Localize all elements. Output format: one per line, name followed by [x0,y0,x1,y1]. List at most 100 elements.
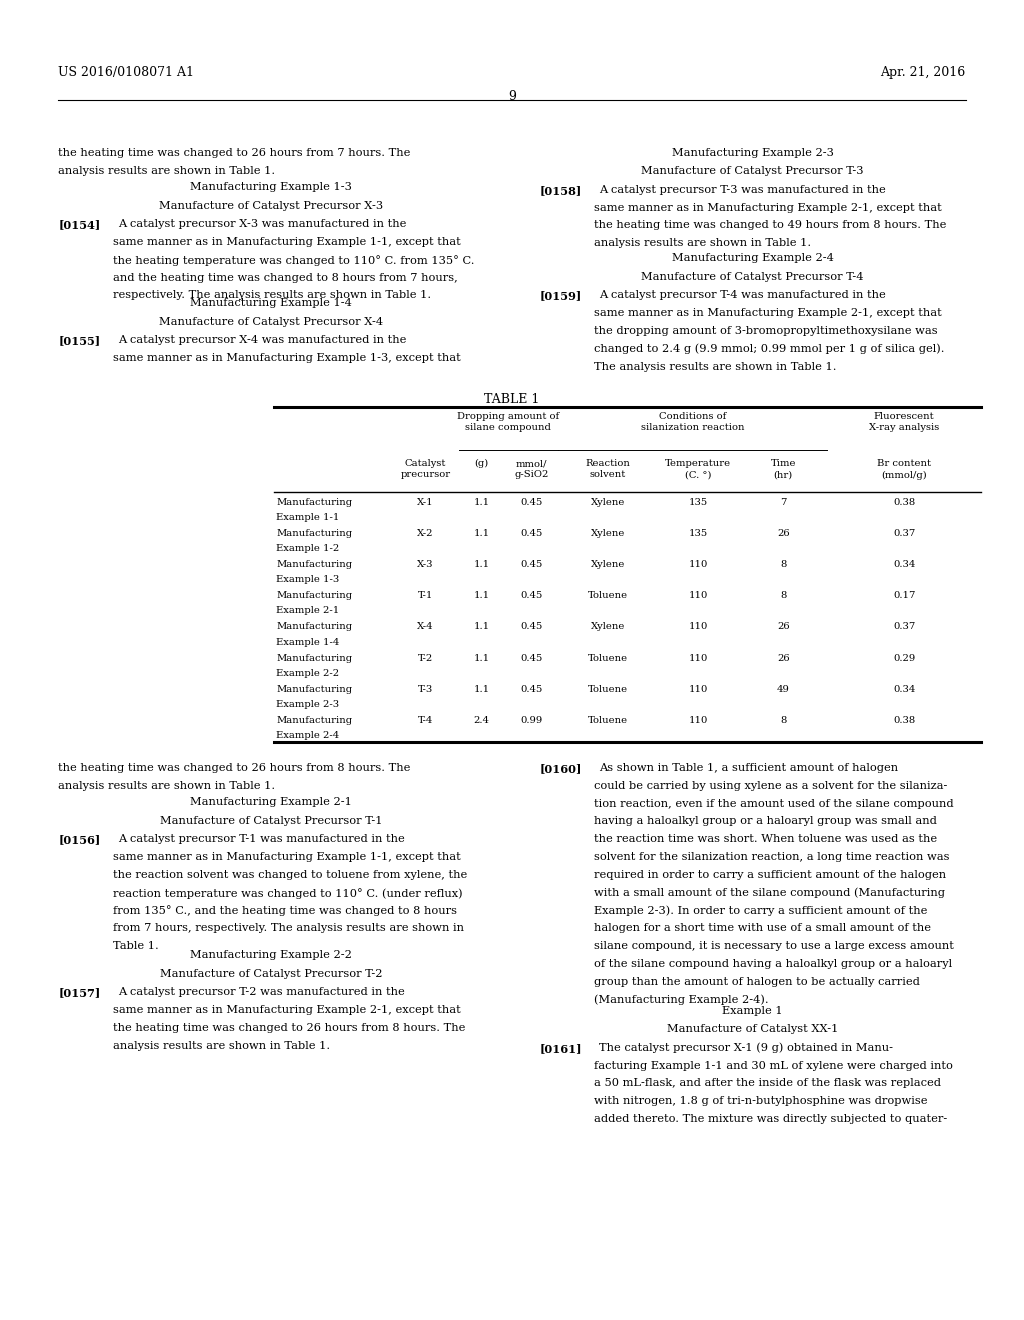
Text: (Manufacturing Example 2-4).: (Manufacturing Example 2-4). [594,995,769,1006]
Text: 135: 135 [689,498,708,507]
Text: 110: 110 [689,653,708,663]
Text: same manner as in Manufacturing Example 2-1, except that: same manner as in Manufacturing Example … [113,1006,461,1015]
Text: solvent for the silanization reaction, a long time reaction was: solvent for the silanization reaction, a… [594,853,949,862]
Text: 7: 7 [780,498,786,507]
Text: Manufacturing: Manufacturing [276,591,352,601]
Text: Br content
(mmol/g): Br content (mmol/g) [878,459,931,479]
Text: 110: 110 [689,560,708,569]
Text: same manner as in Manufacturing Example 1-3, except that: same manner as in Manufacturing Example … [113,352,461,363]
Text: 0.38: 0.38 [893,498,915,507]
Text: Example 2-2: Example 2-2 [276,669,340,677]
Text: Manufacture of Catalyst XX-1: Manufacture of Catalyst XX-1 [667,1024,839,1035]
Text: T-4: T-4 [418,715,433,725]
Text: T-3: T-3 [418,685,433,694]
Text: analysis results are shown in Table 1.: analysis results are shown in Table 1. [58,165,275,176]
Text: The analysis results are shown in Table 1.: The analysis results are shown in Table … [594,362,837,372]
Text: same manner as in Manufacturing Example 2-1, except that: same manner as in Manufacturing Example … [594,308,942,318]
Text: 2.4: 2.4 [474,715,489,725]
Text: 0.45: 0.45 [520,623,543,631]
Text: Table 1.: Table 1. [113,941,159,952]
Text: analysis results are shown in Table 1.: analysis results are shown in Table 1. [594,238,811,248]
Text: X-2: X-2 [417,529,434,537]
Text: same manner as in Manufacturing Example 1-1, except that: same manner as in Manufacturing Example … [113,238,461,247]
Text: 110: 110 [689,591,708,601]
Text: 110: 110 [689,715,708,725]
Text: halogen for a short time with use of a small amount of the: halogen for a short time with use of a s… [594,924,931,933]
Text: the heating time was changed to 49 hours from 8 hours. The: the heating time was changed to 49 hours… [594,220,946,231]
Text: Manufacturing: Manufacturing [276,653,352,663]
Text: [0158]: [0158] [540,185,582,195]
Text: 0.45: 0.45 [520,685,543,694]
Text: 1.1: 1.1 [474,653,489,663]
Text: Toluene: Toluene [588,715,628,725]
Text: 0.37: 0.37 [893,623,915,631]
Text: Manufacture of Catalyst Precursor T-1: Manufacture of Catalyst Precursor T-1 [160,816,383,826]
Text: from 135° C., and the heating time was changed to 8 hours: from 135° C., and the heating time was c… [113,906,457,916]
Text: Time
(hr): Time (hr) [771,459,796,479]
Text: Manufacturing Example 1-4: Manufacturing Example 1-4 [190,298,352,309]
Text: As shown in Table 1, a sufficient amount of halogen: As shown in Table 1, a sufficient amount… [599,763,898,774]
Text: 1.1: 1.1 [474,591,489,601]
Text: [0160]: [0160] [540,763,582,774]
Text: 8: 8 [780,591,786,601]
Text: 0.38: 0.38 [893,715,915,725]
Text: of the silane compound having a haloalkyl group or a haloaryl: of the silane compound having a haloalky… [594,958,952,969]
Text: (g): (g) [475,459,488,469]
Text: group than the amount of halogen to be actually carried: group than the amount of halogen to be a… [594,977,920,987]
Text: A catalyst precursor X-3 was manufactured in the: A catalyst precursor X-3 was manufacture… [118,219,407,230]
Text: Example 1-3: Example 1-3 [276,576,340,585]
Text: 0.45: 0.45 [520,591,543,601]
Text: Example 2-3: Example 2-3 [276,700,340,709]
Text: 1.1: 1.1 [474,685,489,694]
Text: the heating time was changed to 26 hours from 7 hours. The: the heating time was changed to 26 hours… [58,148,411,158]
Text: Manufacture of Catalyst Precursor T-2: Manufacture of Catalyst Precursor T-2 [160,969,383,979]
Text: Manufacturing Example 2-4: Manufacturing Example 2-4 [672,253,834,264]
Text: 1.1: 1.1 [474,560,489,569]
Text: X-4: X-4 [417,623,434,631]
Text: Manufacture of Catalyst Precursor X-4: Manufacture of Catalyst Precursor X-4 [160,317,383,327]
Text: Xylene: Xylene [591,529,625,537]
Text: Manufacture of Catalyst Precursor T-4: Manufacture of Catalyst Precursor T-4 [641,272,864,282]
Text: Manufacturing: Manufacturing [276,498,352,507]
Text: 26: 26 [777,653,790,663]
Text: with nitrogen, 1.8 g of tri-n-butylphosphine was dropwise: with nitrogen, 1.8 g of tri-n-butylphosp… [594,1096,928,1106]
Text: the heating time was changed to 26 hours from 8 hours. The: the heating time was changed to 26 hours… [58,763,411,774]
Text: the heating time was changed to 26 hours from 8 hours. The: the heating time was changed to 26 hours… [113,1023,465,1034]
Text: 26: 26 [777,529,790,537]
Text: Fluorescent
X-ray analysis: Fluorescent X-ray analysis [869,412,939,432]
Text: 0.45: 0.45 [520,498,543,507]
Text: Catalyst
precursor: Catalyst precursor [400,459,451,479]
Text: from 7 hours, respectively. The analysis results are shown in: from 7 hours, respectively. The analysis… [113,924,464,933]
Text: silane compound, it is necessary to use a large excess amount: silane compound, it is necessary to use … [594,941,953,952]
Text: 110: 110 [689,685,708,694]
Text: Manufacturing Example 2-1: Manufacturing Example 2-1 [190,797,352,808]
Text: Manufacturing Example 1-3: Manufacturing Example 1-3 [190,182,352,193]
Text: Xylene: Xylene [591,498,625,507]
Text: Example 1-4: Example 1-4 [276,638,340,647]
Text: Reaction
solvent: Reaction solvent [586,459,630,479]
Text: Manufacturing: Manufacturing [276,623,352,631]
Text: a 50 mL-flask, and after the inside of the flask was replaced: a 50 mL-flask, and after the inside of t… [594,1078,941,1089]
Text: the heating temperature was changed to 110° C. from 135° C.: the heating temperature was changed to 1… [113,255,474,265]
Text: 0.17: 0.17 [893,591,915,601]
Text: Example 2-3). In order to carry a sufficient amount of the: Example 2-3). In order to carry a suffic… [594,906,928,916]
Text: A catalyst precursor T-3 was manufactured in the: A catalyst precursor T-3 was manufacture… [599,185,886,195]
Text: the reaction time was short. When toluene was used as the: the reaction time was short. When toluen… [594,834,937,845]
Text: Manufacturing Example 2-3: Manufacturing Example 2-3 [672,148,834,158]
Text: Toluene: Toluene [588,685,628,694]
Text: mmol/
g-SiO2: mmol/ g-SiO2 [514,459,549,479]
Text: 26: 26 [777,623,790,631]
Text: A catalyst precursor T-1 was manufactured in the: A catalyst precursor T-1 was manufacture… [118,834,404,845]
Text: Apr. 21, 2016: Apr. 21, 2016 [881,66,966,79]
Text: 8: 8 [780,715,786,725]
Text: having a haloalkyl group or a haloaryl group was small and: having a haloalkyl group or a haloaryl g… [594,816,937,826]
Text: 110: 110 [689,623,708,631]
Text: 0.34: 0.34 [893,560,915,569]
Text: [0159]: [0159] [540,290,582,301]
Text: 9: 9 [508,90,516,103]
Text: Example 1: Example 1 [722,1006,783,1016]
Text: Manufacture of Catalyst Precursor X-3: Manufacture of Catalyst Precursor X-3 [160,201,383,211]
Text: 1.1: 1.1 [474,623,489,631]
Text: same manner as in Manufacturing Example 2-1, except that: same manner as in Manufacturing Example … [594,202,942,213]
Text: Manufacturing: Manufacturing [276,715,352,725]
